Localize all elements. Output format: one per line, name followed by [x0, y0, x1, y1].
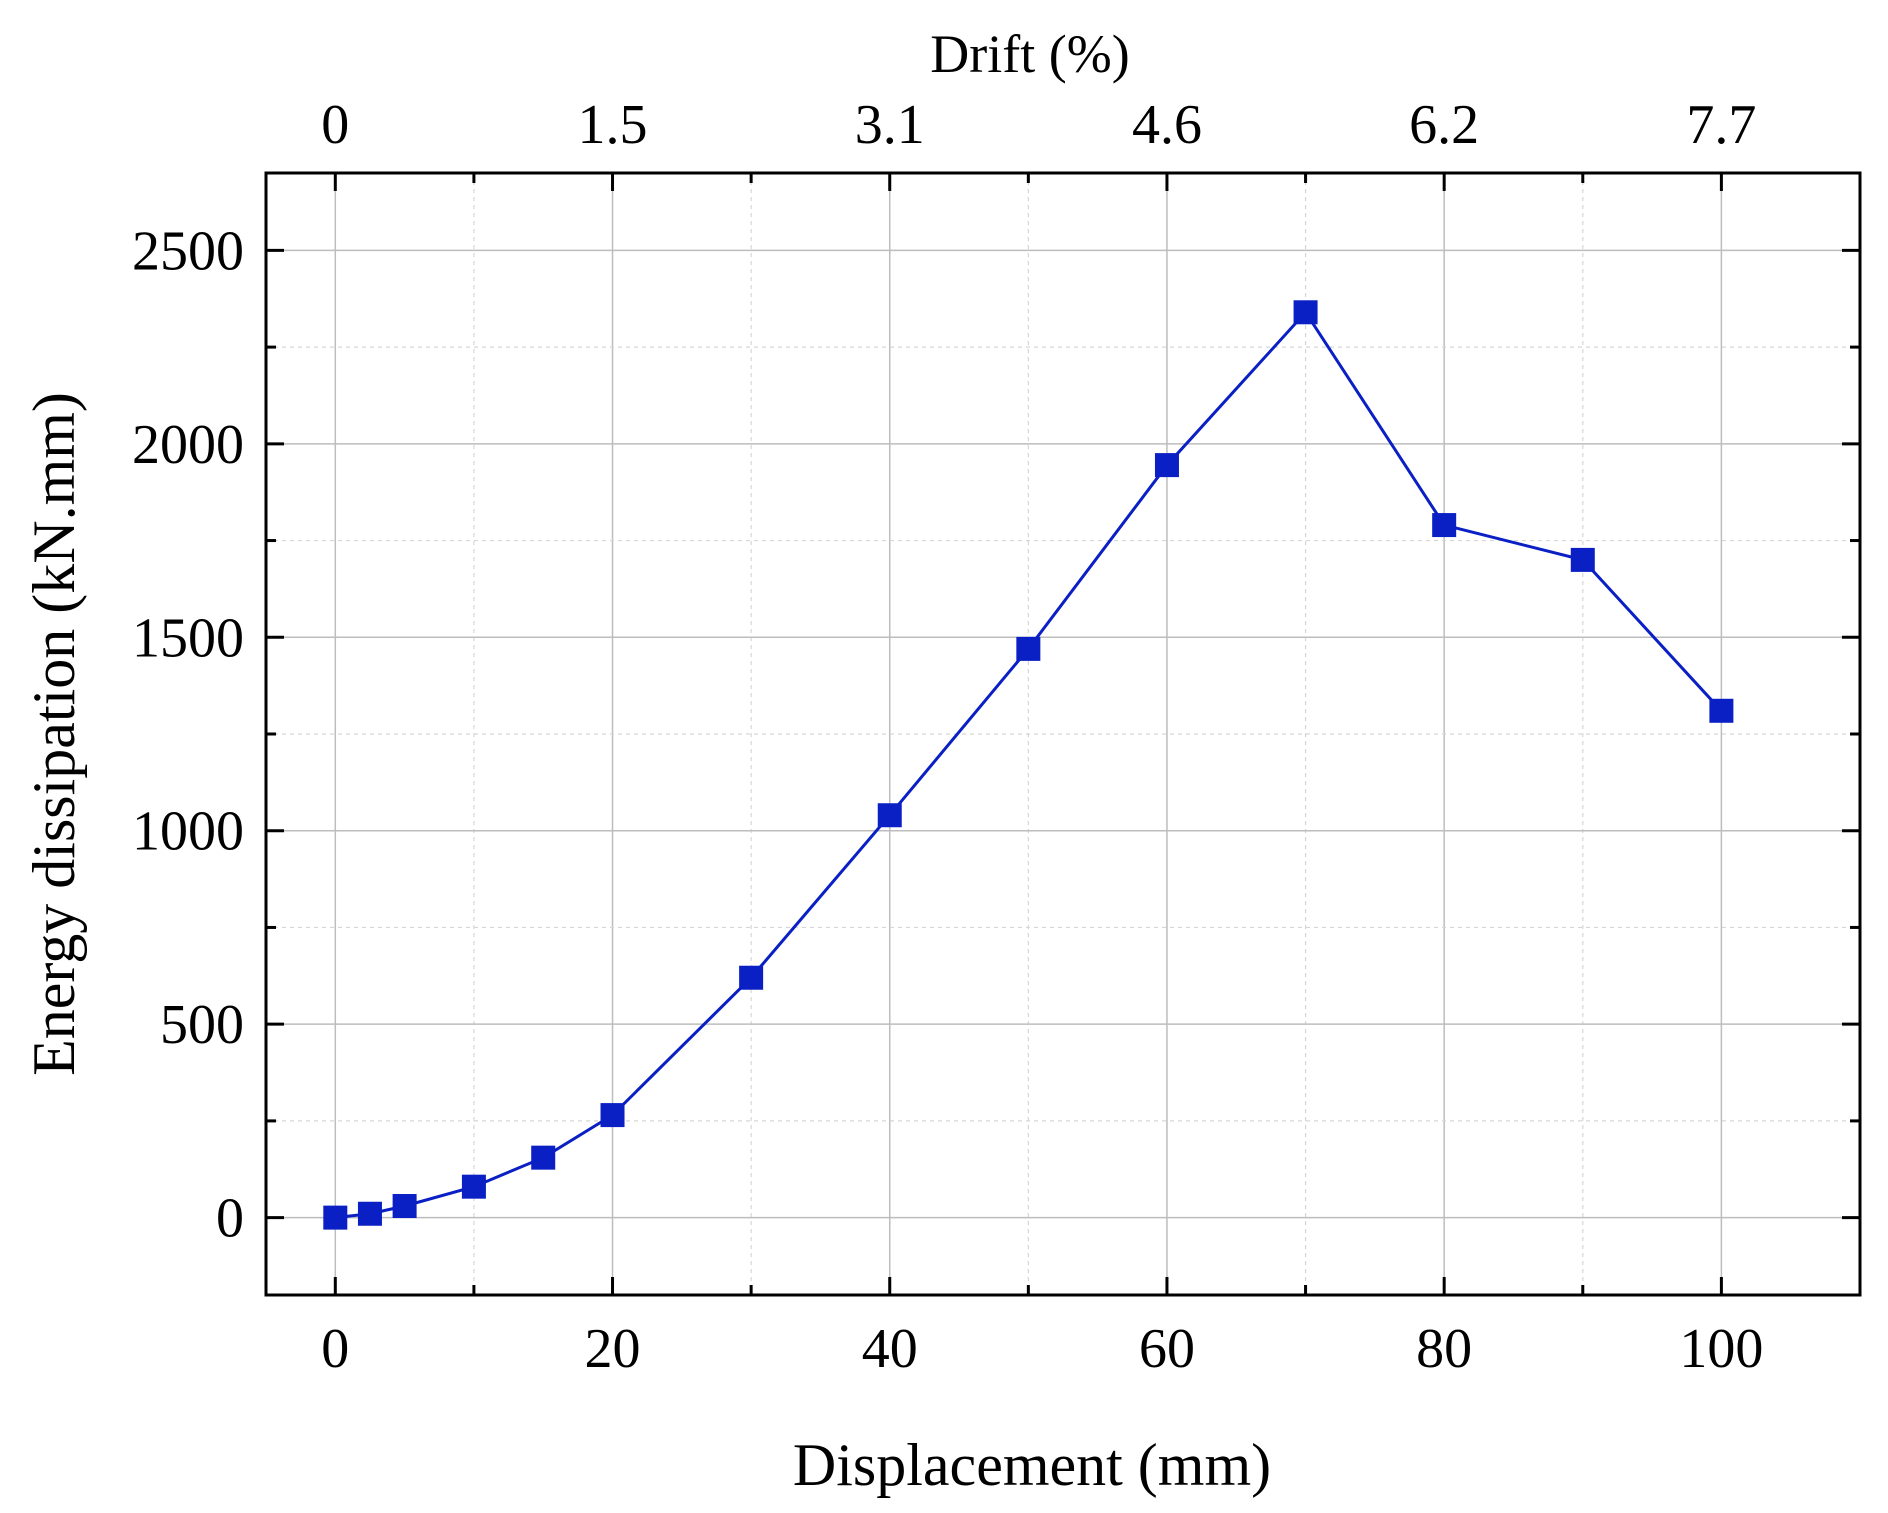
grid-lines — [266, 173, 1861, 1295]
data-point-marker — [1432, 513, 1457, 538]
data-series — [323, 300, 1734, 1230]
data-point-marker — [357, 1201, 382, 1226]
x2-tick-label: 3.1 — [855, 94, 925, 156]
x-tick-label: 40 — [862, 1318, 918, 1380]
x-axis-title: Displacement (mm) — [793, 1432, 1271, 1498]
data-point-marker — [461, 1174, 486, 1199]
y-tick-label: 1500 — [132, 607, 244, 669]
x-tick-label: 60 — [1139, 1318, 1195, 1380]
data-point-marker — [739, 965, 764, 990]
y-tick-label: 0 — [216, 1188, 244, 1250]
data-point-marker — [392, 1194, 417, 1219]
tick-labels: 0 0 20 1.5 40 3.1 60 4.6 80 6.2 100 7.7 0 500 1000 1500… — [132, 94, 1763, 1380]
y-tick-label: 500 — [160, 994, 244, 1056]
y-axis-title: Energy dissipation (kN.mm) — [21, 392, 87, 1076]
x2-tick-label: 7.7 — [1686, 94, 1756, 156]
data-point-marker — [1154, 453, 1179, 478]
x-tick-label: 100 — [1679, 1318, 1763, 1380]
y-tick-label: 1000 — [132, 801, 244, 863]
data-point-marker — [1709, 698, 1734, 723]
x-tick-label: 20 — [585, 1318, 641, 1380]
x2-tick-label: 4.6 — [1132, 94, 1202, 156]
data-point-marker — [877, 803, 902, 828]
top-axis-title: Drift (%) — [930, 24, 1129, 84]
x2-tick-label: 1.5 — [578, 94, 648, 156]
y-tick-label: 2500 — [132, 220, 244, 282]
data-point-marker — [1570, 547, 1595, 572]
data-point-marker — [600, 1103, 625, 1128]
x-tick-label: 0 — [321, 1318, 349, 1380]
axis-ticks — [266, 173, 1862, 1295]
x2-tick-label: 0 — [321, 94, 349, 156]
y-tick-label: 2000 — [132, 414, 244, 476]
data-point-marker — [323, 1205, 348, 1230]
data-point-marker — [1293, 300, 1318, 325]
x2-tick-label: 6.2 — [1409, 94, 1479, 156]
data-point-marker — [531, 1145, 556, 1170]
data-point-marker — [1016, 636, 1041, 661]
x-tick-label: 80 — [1416, 1318, 1472, 1380]
